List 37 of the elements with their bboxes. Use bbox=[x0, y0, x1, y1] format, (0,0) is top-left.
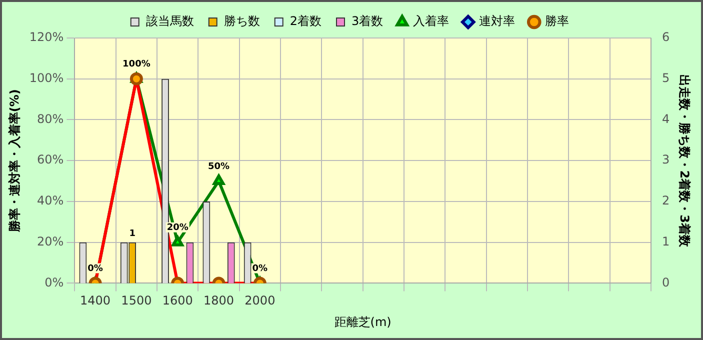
y-axis-title: 勝率・連対率・入着率(%) bbox=[7, 89, 22, 234]
y-tick-label: 100% bbox=[29, 70, 64, 85]
x-tick-label: 1500 bbox=[121, 294, 152, 308]
y2-tick-label: 5 bbox=[662, 70, 670, 85]
x-tick-label: 1800 bbox=[204, 294, 234, 308]
x-axis-title: 距離芝(m) bbox=[334, 314, 392, 329]
y2-tick-label: 3 bbox=[662, 152, 670, 167]
legend-label: 3着数 bbox=[352, 14, 384, 28]
legend-label: 該当馬数 bbox=[146, 14, 194, 28]
y-tick-label: 20% bbox=[37, 234, 64, 248]
legend-label: 入着率 bbox=[413, 14, 450, 28]
legend-label: 勝ち数 bbox=[224, 14, 260, 28]
legend-label: 2着数 bbox=[290, 14, 322, 28]
legend-label: 勝率 bbox=[545, 14, 570, 28]
x-tick-label: 1600 bbox=[162, 294, 193, 308]
y-tick-label: 40% bbox=[37, 194, 64, 208]
data-label: 20% bbox=[166, 223, 188, 234]
y2-tick-label: 2 bbox=[662, 194, 670, 208]
y-tick-label: 60% bbox=[37, 152, 64, 167]
data-label: 1 bbox=[129, 229, 136, 240]
data-label: 50% bbox=[208, 162, 230, 172]
y2-tick-label: 1 bbox=[662, 234, 670, 248]
y-tick-label: 0% bbox=[44, 275, 64, 290]
point bbox=[172, 236, 184, 246]
point bbox=[212, 174, 225, 186]
y2-axis-title: 出走数・勝ち数・2着数・3着数 bbox=[678, 74, 692, 248]
legend-label: 連対率 bbox=[479, 14, 516, 28]
y2-tick-label: 0 bbox=[662, 275, 670, 290]
x-tick-label: 2000 bbox=[244, 294, 276, 308]
data-label: 0% bbox=[252, 264, 268, 274]
data-label: 0% bbox=[88, 264, 103, 274]
y-tick-label: 80% bbox=[37, 112, 64, 126]
y2-tick-label: 6 bbox=[662, 30, 670, 44]
data-label: 100% bbox=[122, 60, 150, 70]
x-tick-label: 1400 bbox=[80, 294, 111, 308]
y2-tick-label: 4 bbox=[662, 112, 670, 126]
y-tick-label: 120% bbox=[29, 30, 64, 44]
